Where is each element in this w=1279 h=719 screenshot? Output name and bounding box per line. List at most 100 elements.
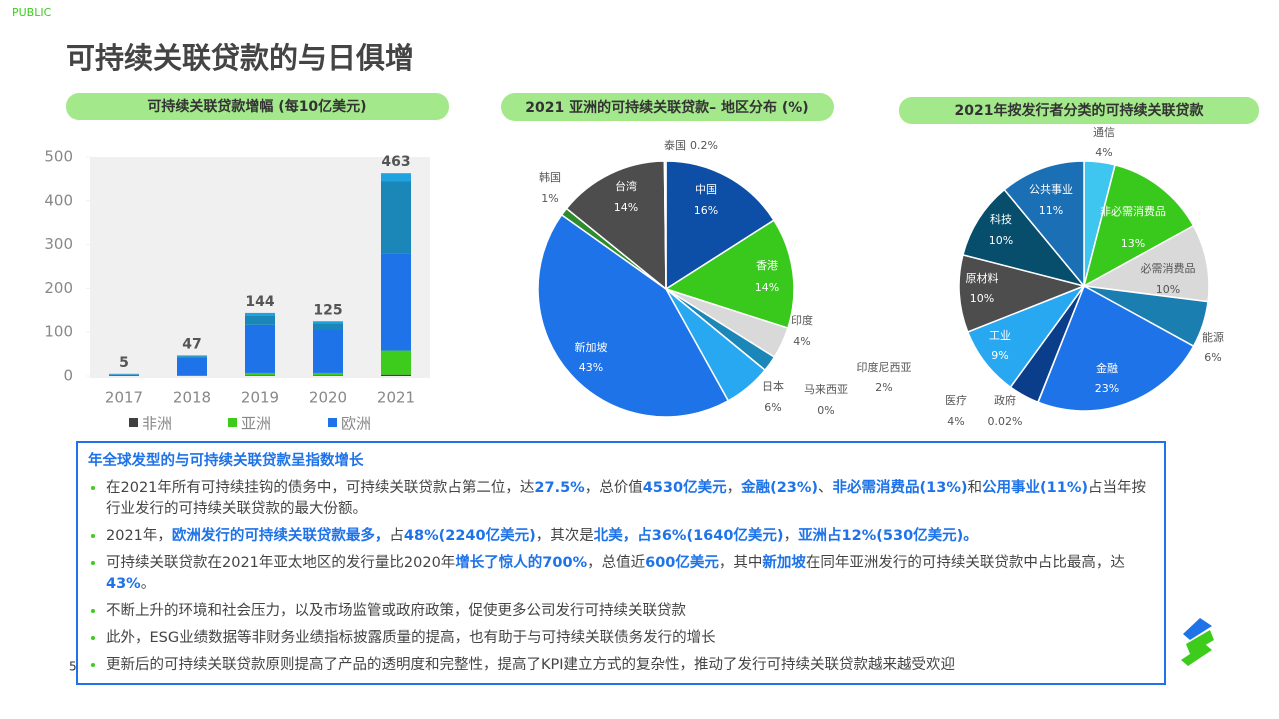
slice-value: 9% [991,349,1008,362]
legend-label: 亚洲 [241,415,271,433]
bullet: 此外，ESG业绩数据等非财务业绩指标披露质量的提高，也有助于与可持续关联债务发行… [106,628,1154,649]
slice-value: 10% [970,292,994,305]
pie-slice [664,219,795,330]
bullet-text: ， [783,528,799,544]
pie-slice [1082,164,1195,288]
highlight: 27.5% [534,480,585,496]
pie-slice [663,160,667,290]
slice-label: 必需消费品 [1141,261,1196,275]
x-tick-label: 2019 [241,389,279,407]
x-tick-label: 2018 [173,389,211,407]
slice-value: 11% [1039,204,1063,217]
slice-value: 6% [764,401,781,414]
highlight: 公用事业(11%) [982,480,1088,496]
highlight: 新加坡 [762,555,806,571]
highlight: 亚洲占12%(530亿美元)。 [798,528,978,544]
bar-segment [381,374,411,376]
y-tick-label: 400 [44,191,73,209]
pie-slice [962,188,1087,288]
bar-segment [245,312,275,316]
bullet-text: ，其中 [718,555,763,571]
bullet-text: 。 [140,576,156,592]
y-tick-label: 0 [63,367,73,385]
slice-label: 韩国 [539,170,561,184]
slice-label: 泰国 [664,138,686,152]
bullet-list: 在2021年所有可持续挂钩的债务中，可持续关联贷款占第二位，达27.5%，总价值… [88,478,1154,676]
bullet-text: ， [726,480,742,496]
highlight: 金融(23%) [741,480,819,496]
slice-value: 10% [989,234,1013,247]
bullet: 不断上升的环境和社会压力，以及市场监管或政府政策，促使更多公司发行可持续关联贷款 [106,601,1154,622]
slice-value: 4% [793,335,810,348]
slice-label: 印度尼西亚 [857,360,912,374]
slice-label: 金融 [1096,361,1118,375]
box-title: 年全球发型的与可持续关联贷款呈指数增长 [88,453,364,469]
y-tick-label: 200 [44,279,73,297]
pie-slice [665,160,775,291]
bullet-text: 更新后的可持续关联贷款原则提高了产品的透明度和完整性，提高了KPI建立方式的复杂… [106,657,956,673]
slice-value: 0.02% [988,415,1023,428]
slice-label: 马来西亚 [804,383,848,396]
slice-label: 非必需消费品 [1100,204,1166,218]
slice-label: 科技 [990,212,1012,226]
bar-segment [313,330,343,373]
bar-segment [177,357,207,376]
bullet-text: 在2021年所有可持续挂钩的债务中，可持续关联贷款占第二位，达 [106,480,535,496]
slice-value: 1% [541,192,558,205]
y-tick-label: 100 [44,323,73,341]
logo [1181,618,1214,666]
legend-swatch [328,418,337,427]
slice-label: 香港 [756,259,778,272]
slice-value: 43% [579,361,603,374]
slice-label: 通信 [1093,126,1115,139]
bar-segment [381,173,411,182]
highlight: 北美，占36%(1640亿美元) [593,528,784,544]
bar-segment [245,315,275,325]
slice-label: 印度 [791,313,813,327]
bullet-text: 占当年按行业发行的可持续关联贷款的最大份额。 [106,480,1146,517]
highlight: 非必需消费品(13%) [832,480,968,496]
bar-segment [245,372,275,376]
chart-title: 2021年按发行者分类的可持续关联贷款 [955,102,1205,119]
bullet: 在2021年所有可持续挂钩的债务中，可持续关联贷款占第二位，达27.5%，总价值… [106,478,1154,520]
legend-swatch [129,418,138,427]
pie-slice [1081,224,1210,303]
bullet-text: 可持续关联贷款在2021年亚太地区的发行量比2020年 [106,555,456,571]
highlight: 600亿美元 [645,555,719,571]
slice-label: 政府 [994,393,1016,407]
slice-value: 10% [1156,283,1180,296]
bullet-text: 在同年亚洲发行的可持续关联贷款中占比最高，达 [805,555,1125,571]
chart-title: 2021 亚洲的可持续关联贷款– 地区分布 (%) [525,99,808,116]
slice-label: 新加坡 [575,340,608,354]
pie-slice [537,213,730,418]
highlight: 增长了惊人的700% [455,555,588,571]
bullet-text: 此外，ESG业绩数据等非财务业绩指标披露质量的提高，也有助于与可持续关联债务发行… [106,630,716,646]
public-tag: PUBLIC [12,6,52,19]
slice-value: 16% [694,204,718,217]
slice-label: 公共事业 [1029,183,1073,196]
pie-slice [958,253,1087,333]
highlight: 48%(2240亿美元) [403,528,536,544]
text-box: 年全球发型的与可持续关联贷款呈指数增长 在2021年所有可持续挂钩的债务中，可持… [76,441,1166,685]
slice-value: 0% [817,404,834,417]
bar-segment [245,324,275,373]
bullet: 更新后的可持续关联贷款原则提高了产品的透明度和完整性，提高了KPI建立方式的复杂… [106,655,1154,676]
slice-value: 13% [1121,237,1145,250]
bullet: 2021年，欧洲发行的可持续关联贷款最多，占48%(2240亿美元)，其次是北美… [106,526,1154,547]
slice-label: 日本 [762,379,784,393]
total-label: 5 [119,355,129,371]
highlight: 欧洲发行的可持续关联贷款最多， [171,528,390,544]
slice-value: 23% [1095,382,1119,395]
pie-slice [1037,284,1195,412]
slice-label: 中国 [695,183,717,196]
bullet-text: 不断上升的环境和社会压力，以及市场监管或政府政策，促使更多公司发行可持续关联贷款 [106,603,686,619]
highlight: 4530亿美元 [642,480,727,496]
bullet-text: 2021年， [106,528,172,544]
bullet-text: ，其次是 [535,528,594,544]
bullet-text: 占 [389,528,404,544]
bar-segment [177,355,207,357]
total-label: 144 [245,294,274,310]
bar-segment [381,181,411,254]
slice-value: 14% [614,201,638,214]
